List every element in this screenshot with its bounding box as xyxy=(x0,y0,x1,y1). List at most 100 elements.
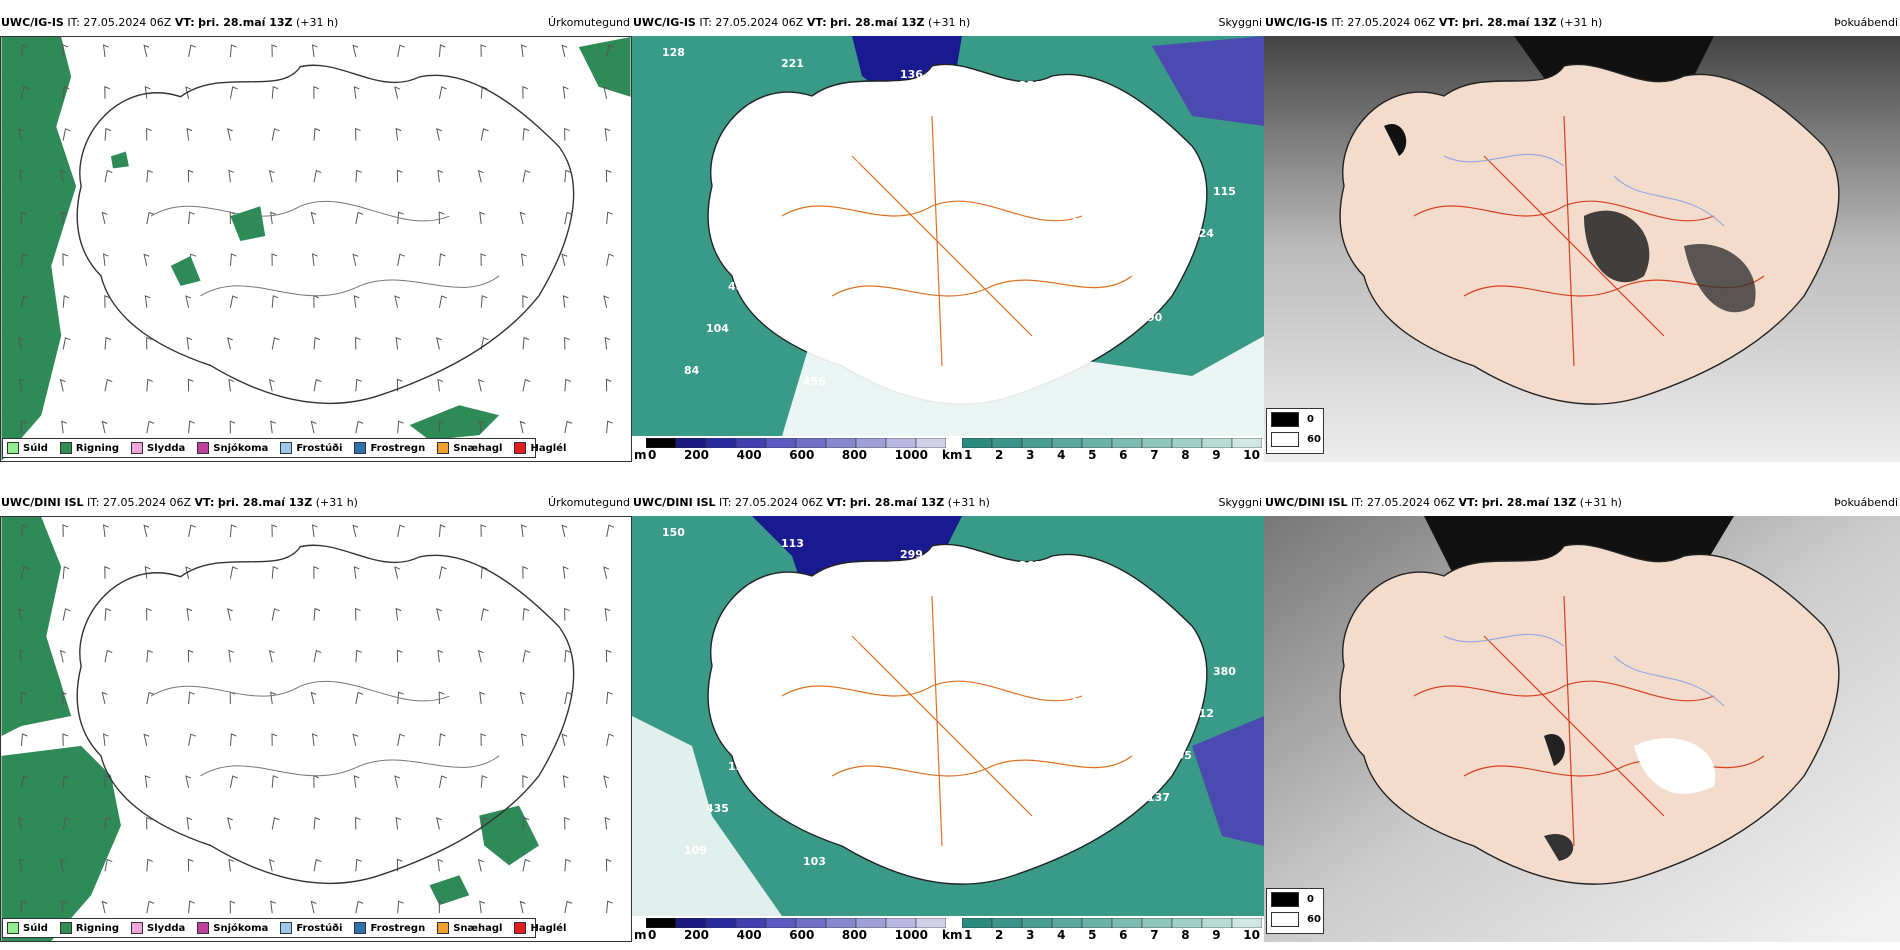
wind-barb xyxy=(522,775,528,788)
wind-barb xyxy=(185,295,192,308)
cloud-base-label: 141 xyxy=(997,121,1020,134)
wind-barb xyxy=(395,127,402,141)
cloud-base-label: 150 xyxy=(997,601,1020,614)
wind-barb xyxy=(394,566,401,579)
wind-barb xyxy=(311,733,318,746)
init-time: 27.05.2024 06Z xyxy=(1347,16,1436,29)
wind-barb xyxy=(397,900,404,914)
wind-barb xyxy=(61,420,67,434)
wind-barb xyxy=(480,817,489,830)
wind-barb xyxy=(438,775,447,788)
lead-time: (+31 h) xyxy=(315,496,358,509)
wind-barb xyxy=(101,420,108,434)
cloud-base-label: 127 xyxy=(878,590,901,603)
cloud-base-label: 53 xyxy=(1116,132,1131,145)
colorbar-swatch xyxy=(675,438,707,448)
wind-barb xyxy=(313,566,319,579)
wind-barb xyxy=(229,775,238,788)
legend-swatch xyxy=(131,922,144,934)
wind-barb xyxy=(61,691,67,705)
cloud-base-label: 245 xyxy=(750,718,773,731)
wind-barb xyxy=(437,649,444,663)
legend-item: Rigning xyxy=(59,922,119,934)
wind-barb xyxy=(101,691,108,705)
cloud-base-label: 195 xyxy=(1169,749,1192,762)
wind-barb xyxy=(104,169,113,183)
wind-barb xyxy=(355,378,363,392)
wind-barb xyxy=(18,337,24,350)
legend-swatch xyxy=(7,922,19,934)
wind-barb xyxy=(20,253,28,266)
wind-barb xyxy=(271,86,279,99)
wind-barb xyxy=(438,420,445,434)
wind-barb xyxy=(438,44,446,57)
wind-barb xyxy=(229,566,238,579)
cloud-base-unit: m xyxy=(634,928,647,942)
colorbar-swatch xyxy=(1231,438,1262,448)
wind-barb xyxy=(520,733,527,746)
wind-barb xyxy=(62,608,71,621)
wind-barb xyxy=(311,44,318,57)
wind-barb xyxy=(59,169,66,183)
wind-barb xyxy=(104,649,113,663)
colorbar-swatch xyxy=(1171,918,1203,928)
panel-header: UWC/DINI ISL IT: 27.05.2024 06Z VT: þri.… xyxy=(1264,494,1900,512)
legend-swatch xyxy=(514,442,527,454)
wind-barb xyxy=(310,211,317,225)
wind-barb xyxy=(355,211,364,225)
wind-barb xyxy=(606,44,615,58)
wind-barb xyxy=(229,420,236,434)
cloud-base-colorbar: m 0 200 400 600 800 1000 xyxy=(634,438,946,466)
wind-barb xyxy=(438,691,445,705)
wind-barb xyxy=(104,127,112,141)
colorbar-swatch xyxy=(855,918,887,928)
wind-barb xyxy=(603,775,610,788)
wind-barb xyxy=(270,211,276,225)
wind-barb xyxy=(186,816,193,830)
panel-header: UWC/IG-IS IT: 27.05.2024 06Z VT: þri. 28… xyxy=(1264,14,1900,32)
legend-swatch xyxy=(1271,411,1299,427)
wind-barb xyxy=(606,691,613,705)
valid-time: þri. 28.maí 13Z xyxy=(217,496,313,509)
wind-barb xyxy=(564,127,570,141)
cloud-base-label: 484 xyxy=(759,579,782,592)
wind-barb xyxy=(102,524,109,537)
wind-barb xyxy=(562,295,569,308)
wind-barb xyxy=(520,44,527,57)
wind-barb xyxy=(522,336,530,350)
colorbar-swatch xyxy=(1111,438,1143,448)
wind-barb xyxy=(477,378,484,392)
wind-barb xyxy=(20,86,29,99)
wind-barb xyxy=(606,524,615,538)
wind-barb xyxy=(519,420,526,434)
cloud-base-label: 259 xyxy=(1019,79,1042,92)
cloud-base-label: 110 xyxy=(825,333,848,346)
visibility-unit: km xyxy=(942,448,963,462)
legend-swatch xyxy=(514,922,527,934)
fog-panel-row1: UWC/IG-IS IT: 27.05.2024 06Z VT: þri. 28… xyxy=(1264,14,1900,462)
wind-barb xyxy=(561,44,568,58)
wind-barb xyxy=(102,253,109,266)
wind-barb xyxy=(353,86,360,99)
wind-barb xyxy=(313,858,322,872)
colorbar-swatch xyxy=(885,438,917,448)
precip-panel-row1: UWC/IG-IS IT: 27.05.2024 06Z VT: þri. 28… xyxy=(0,14,632,462)
wind-barb xyxy=(477,649,484,663)
wind-barb xyxy=(143,44,150,58)
wind-barb xyxy=(564,169,572,183)
wind-barb xyxy=(562,775,569,788)
wind-barb xyxy=(564,378,572,392)
wind-barb xyxy=(564,336,570,350)
wind-barb xyxy=(187,169,194,183)
wind-barb xyxy=(104,816,112,830)
wind-barb xyxy=(229,900,236,914)
wind-barb xyxy=(397,211,404,225)
wind-barb xyxy=(20,295,29,308)
wind-barb xyxy=(104,607,112,621)
wind-barb xyxy=(146,858,154,872)
wind-barb xyxy=(228,649,235,663)
wind-barb xyxy=(352,733,359,747)
wind-barb xyxy=(229,253,237,266)
wind-barb xyxy=(104,858,113,872)
legend-swatch xyxy=(280,922,293,934)
